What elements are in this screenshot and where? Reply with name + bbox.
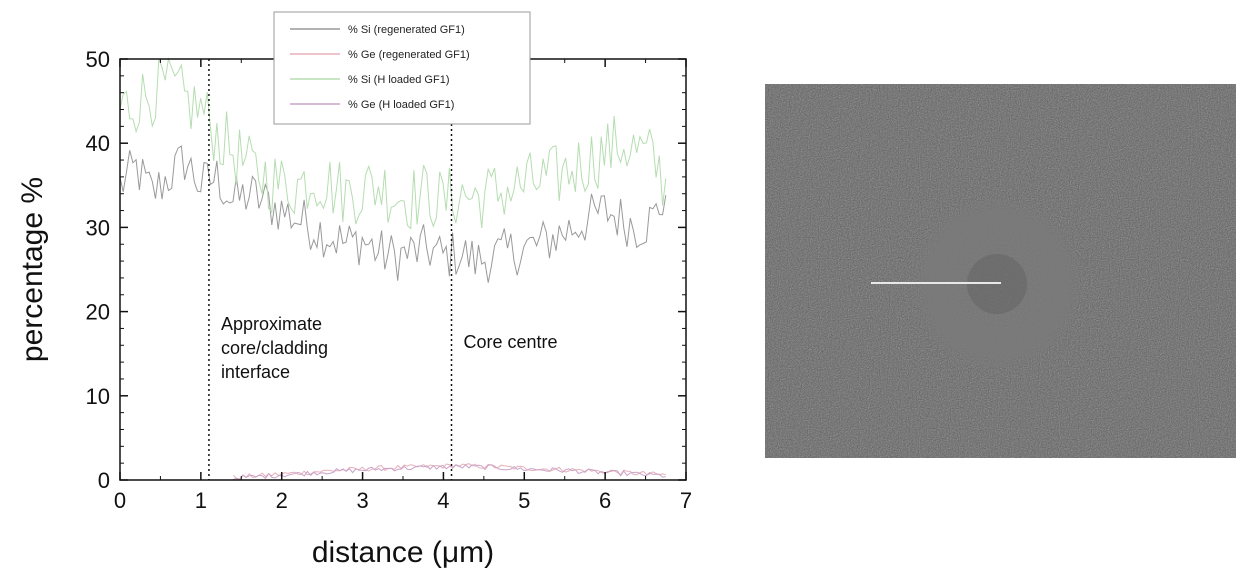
x-tick-label: 5 (518, 488, 530, 513)
x-tick-label: 1 (195, 488, 207, 513)
x-tick-label: 6 (599, 488, 611, 513)
x-tick-label: 0 (114, 488, 126, 513)
x-tick-label: 2 (276, 488, 288, 513)
annotation-layer: Approximate core/cladding interface Core ce… (208, 59, 558, 480)
legend-label: % Ge (regenerated GF1) (348, 49, 470, 61)
legend-label: % Ge (H loaded GF1) (348, 99, 454, 111)
x-axis-title: distance (μm) (312, 536, 494, 569)
y-tick-label: 0 (98, 468, 110, 493)
series-layer (119, 57, 667, 481)
y-tick-label: 40 (86, 131, 110, 156)
series-line-2 (119, 57, 667, 230)
legend-box (273, 11, 531, 125)
x-tick-label: 4 (437, 488, 449, 513)
legend-label: % Si (H loaded GF1) (348, 74, 449, 86)
x-tick-label: 3 (356, 488, 368, 513)
y-tick-label: 10 (86, 384, 110, 409)
series-line-0 (119, 145, 667, 283)
tick-labels: 0 1 2 3 4 5 6 7 0 10 20 30 40 50 (86, 47, 693, 513)
annotation-text: core/cladding (221, 338, 328, 358)
x-tick-label: 7 (680, 488, 692, 513)
annotation-text: Approximate (221, 314, 322, 334)
annotation-text: interface (221, 362, 290, 382)
y-axis-title: percentage % (16, 177, 49, 362)
sem-cross-section-image (765, 84, 1236, 458)
legend: % Si (regenerated GF1) % Ge (regenerated … (273, 11, 531, 125)
legend-label: % Si (regenerated GF1) (348, 24, 465, 36)
y-tick-label: 50 (86, 47, 110, 72)
sem-image-graphic (765, 84, 1236, 458)
y-tick-label: 20 (86, 300, 110, 325)
y-tick-label: 30 (86, 215, 110, 240)
line-chart: Approximate core/cladding interface Core ce… (16, 11, 693, 569)
annotation-text: Core centre (464, 332, 558, 352)
series-line-3 (233, 464, 666, 481)
